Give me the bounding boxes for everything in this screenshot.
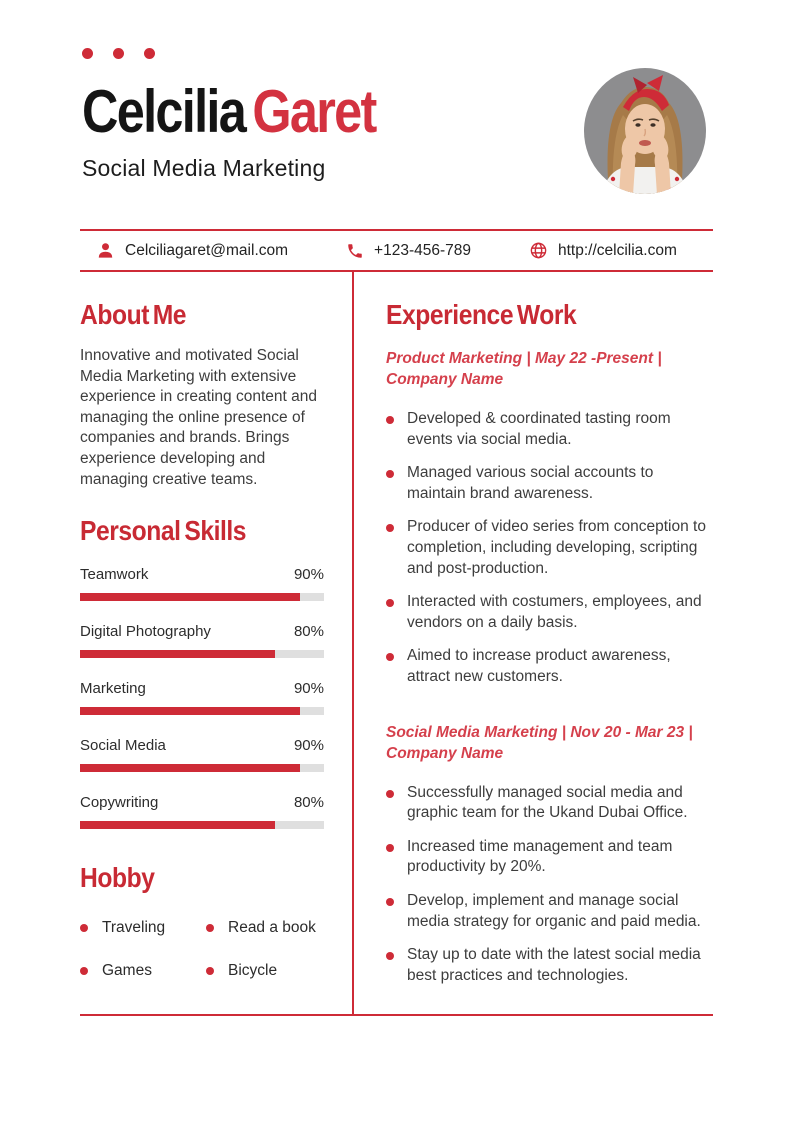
hobby-section: Hobby Traveling Read a book Games Bicycl… bbox=[80, 829, 324, 980]
bullet-dot-icon bbox=[206, 924, 214, 933]
skill-percent: 80% bbox=[293, 794, 324, 812]
portrait-illustration bbox=[584, 68, 706, 194]
bullet-dot-icon bbox=[386, 599, 394, 608]
name-block: Celcilia Garet Social Media Marketing bbox=[82, 79, 432, 182]
contact-website: http://celcilia.com bbox=[529, 241, 677, 260]
hobby-item: Bicycle bbox=[206, 962, 324, 980]
skill-percent: 90% bbox=[293, 566, 324, 584]
right-column: Experience Work Product Marketing | May … bbox=[354, 272, 713, 1014]
skill-bar-fill bbox=[80, 821, 276, 830]
user-icon bbox=[98, 243, 113, 258]
bottom-divider bbox=[80, 1014, 713, 1016]
skills-section: Personal Skills Teamwork 90% Digital Phot… bbox=[80, 490, 324, 830]
hobby-list: Traveling Read a book Games Bicycle bbox=[80, 919, 324, 980]
bullet-dot-icon bbox=[386, 789, 394, 798]
job-bullet: Managed various social accounts to maint… bbox=[386, 463, 713, 504]
job-bullet-list: Developed & coordinated tasting room eve… bbox=[386, 409, 713, 688]
job-title: Social Media Marketing bbox=[82, 155, 326, 181]
skill-percent: 90% bbox=[293, 737, 324, 755]
skill-bar-fill bbox=[80, 764, 300, 773]
bullet-dot-icon bbox=[80, 967, 88, 976]
skill-label: Copywriting bbox=[80, 794, 159, 812]
job-heading: Product Marketing | May 22 -Present | Co… bbox=[386, 350, 662, 388]
skill-bar-track bbox=[80, 707, 324, 716]
job-bullet: Increased time management and team produ… bbox=[386, 837, 713, 878]
skill-bar-track bbox=[80, 650, 324, 659]
skills-list: Teamwork 90% Digital Photography 80% Marke… bbox=[80, 566, 324, 830]
job-bullet: Producer of video series from conception… bbox=[386, 517, 713, 579]
skill-marketing: Marketing 90% bbox=[80, 680, 324, 716]
skill-label: Marketing bbox=[80, 680, 146, 698]
skill-social-media: Social Media 90% bbox=[80, 737, 324, 773]
hobby-label: Bicycle bbox=[228, 962, 278, 980]
bullet-dot-icon bbox=[386, 952, 394, 961]
dot-icon bbox=[144, 48, 155, 59]
hobby-item: Games bbox=[80, 962, 206, 980]
header: Celcilia Garet Social Media Marketing bbox=[82, 68, 713, 195]
skill-copywriting: Copywriting 80% bbox=[80, 794, 324, 830]
job-bullet: Developed & coordinated tasting room eve… bbox=[386, 409, 713, 450]
job-bullet: Successfully managed social media and gr… bbox=[386, 783, 713, 824]
job-heading: Social Media Marketing | Nov 20 - Mar 23… bbox=[386, 723, 693, 762]
skills-title: Personal Skills bbox=[80, 515, 247, 547]
skill-label: Social Media bbox=[80, 737, 166, 755]
bullet-dot-icon bbox=[386, 897, 394, 906]
about-title: About Me bbox=[80, 299, 187, 330]
job-bullet: Interacted with costumers, employees, an… bbox=[386, 592, 713, 633]
skill-bar-track bbox=[80, 593, 324, 602]
skill-bar-track bbox=[80, 764, 324, 773]
profile-photo bbox=[583, 67, 707, 195]
bullet-dot-icon bbox=[386, 524, 394, 533]
skill-teamwork: Teamwork 90% bbox=[80, 566, 324, 602]
contact-phone: +123-456-789 bbox=[346, 242, 471, 260]
hobby-label: Games bbox=[102, 962, 152, 980]
skill-label: Teamwork bbox=[80, 566, 149, 584]
skill-bar-fill bbox=[80, 707, 300, 716]
bullet-dot-icon bbox=[386, 416, 394, 424]
about-section: About Me Innovative and motivated Social… bbox=[80, 272, 324, 490]
email-text: Celciliagaret@mail.com bbox=[125, 241, 289, 259]
hobby-title: Hobby bbox=[80, 862, 155, 894]
job-bullet: Aimed to increase product awareness, att… bbox=[386, 646, 713, 687]
skill-label: Digital Photography bbox=[80, 623, 211, 641]
experience-section: Experience Work Product Marketing | May … bbox=[386, 272, 713, 986]
bullet-dot-icon bbox=[386, 653, 394, 662]
phone-icon bbox=[348, 243, 362, 258]
contact-email: Celciliagaret@mail.com bbox=[96, 241, 288, 260]
hobby-item: Traveling bbox=[80, 919, 206, 937]
last-name: Garet bbox=[252, 78, 377, 145]
decorative-dots bbox=[82, 48, 793, 59]
hobby-item: Read a book bbox=[206, 919, 324, 937]
first-name: Celcilia bbox=[82, 78, 247, 145]
job-bullet: Stay up to date with the latest social m… bbox=[386, 945, 713, 986]
website-text: http://celcilia.com bbox=[558, 241, 677, 259]
name-heading: Celcilia Garet bbox=[82, 79, 432, 145]
skill-percent: 80% bbox=[293, 623, 324, 641]
dot-icon bbox=[82, 48, 93, 59]
experience-title: Experience Work bbox=[386, 299, 577, 330]
bullet-dot-icon bbox=[80, 924, 88, 933]
job-bullet: Develop, implement and manage social med… bbox=[386, 891, 713, 932]
job-bullet-list: Successfully managed social media and gr… bbox=[386, 783, 713, 987]
skill-digital-photography: Digital Photography 80% bbox=[80, 623, 324, 659]
skill-bar-fill bbox=[80, 593, 300, 602]
bullet-dot-icon bbox=[386, 470, 394, 479]
hobby-label: Read a book bbox=[228, 919, 316, 937]
hobby-label: Traveling bbox=[102, 919, 166, 937]
about-text: Innovative and motivated Social Media Ma… bbox=[80, 347, 317, 488]
skill-bar-fill bbox=[80, 650, 276, 659]
content-columns: About Me Innovative and motivated Social… bbox=[80, 272, 713, 1014]
bullet-dot-icon bbox=[386, 843, 394, 852]
bullet-dot-icon bbox=[206, 967, 214, 976]
left-column: About Me Innovative and motivated Social… bbox=[80, 272, 354, 1014]
skill-percent: 90% bbox=[293, 680, 324, 698]
contact-bar: Celciliagaret@mail.com +123-456-789 http… bbox=[80, 229, 713, 272]
phone-text: +123-456-789 bbox=[374, 241, 471, 259]
skill-bar-track bbox=[80, 821, 324, 830]
globe-icon bbox=[530, 242, 547, 259]
dot-icon bbox=[113, 48, 124, 59]
